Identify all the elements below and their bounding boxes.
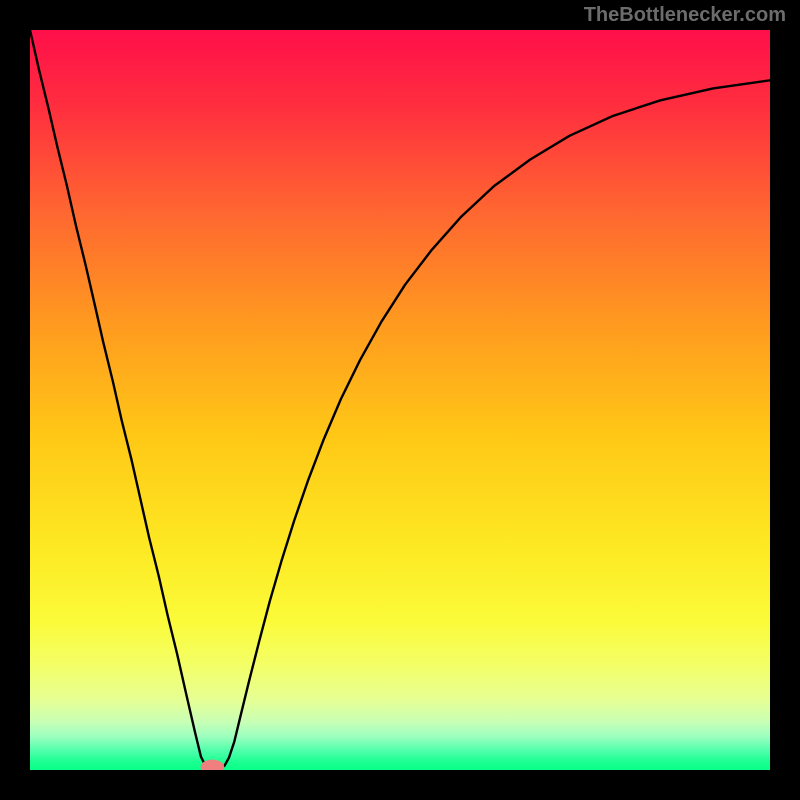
figure-container: TheBottlenecker.com xyxy=(0,0,800,800)
plot-svg xyxy=(30,30,770,770)
plot-area xyxy=(30,30,770,770)
watermark-text: TheBottlenecker.com xyxy=(584,4,786,27)
gradient-bg xyxy=(30,30,770,770)
